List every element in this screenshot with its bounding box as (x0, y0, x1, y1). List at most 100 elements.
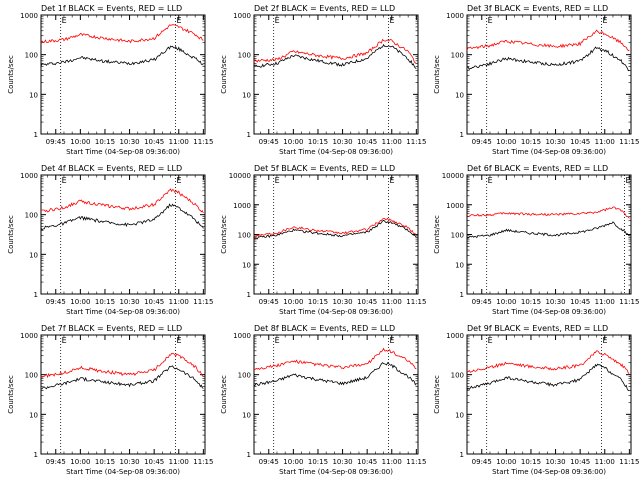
x-tick-label: 10:00 (70, 298, 90, 306)
x-tick-label: 10:15 (308, 298, 328, 306)
x-tick-label: 10:00 (283, 458, 303, 466)
x-tick-label: 09:45 (259, 138, 279, 146)
x-tick-label: 11:15 (619, 458, 639, 466)
event-marker-label: E (389, 336, 394, 345)
y-tick-label: 100 (238, 232, 251, 240)
x-tick-label: 10:30 (332, 298, 352, 306)
y-tick-label: 100 (451, 52, 464, 60)
x-tick-label: 10:00 (496, 298, 516, 306)
plot-frame (466, 334, 632, 455)
y-tick-label: 10 (29, 251, 38, 259)
x-axis-label: Start Time (04-Sep-08 09:36:00) (279, 148, 393, 156)
y-tick-label: 10 (29, 411, 38, 419)
x-tick-label: 10:45 (570, 298, 590, 306)
y-tick-label: 1 (460, 291, 464, 299)
x-tick-label: 10:30 (119, 458, 139, 466)
series-line-lld (40, 24, 204, 44)
event-marker-label: E (275, 176, 280, 185)
series-line-events (253, 219, 417, 240)
x-tick-label: 11:15 (619, 138, 639, 146)
x-tick-label: 11:00 (595, 458, 615, 466)
series-line-lld (466, 29, 630, 52)
x-tick-label: 10:30 (119, 138, 139, 146)
x-tick-label: 10:45 (357, 458, 377, 466)
y-tick-label: 1 (34, 131, 38, 139)
y-axis-label: Counts/sec (7, 375, 15, 414)
y-tick-label: 10000 (229, 172, 251, 180)
y-tick-label: 1000 (446, 12, 464, 20)
series-line-events (466, 221, 630, 239)
y-tick-label: 1000 (446, 332, 464, 340)
x-tick-label: 10:15 (95, 298, 115, 306)
event-marker-label: E (275, 16, 280, 25)
detector-panel-5: Det 5f BLACK = Events, RED = LLD 1 10 100 10… (220, 164, 426, 316)
y-tick-label: 1 (247, 451, 251, 459)
y-tick-label: 1000 (233, 332, 251, 340)
x-tick-label: 10:15 (95, 138, 115, 146)
y-tick-label: 1 (460, 451, 464, 459)
event-marker-label: E (176, 16, 181, 25)
y-tick-label: 10 (455, 91, 464, 99)
event-marker-label: E (62, 176, 67, 185)
detector-panel-4: Det 4f BLACK = Events, RED = LLD 1 10 100 10… (7, 164, 213, 316)
x-tick-label: 10:45 (570, 458, 590, 466)
x-tick-label: 10:45 (144, 298, 164, 306)
y-tick-label: 1000 (233, 202, 251, 210)
x-tick-label: 10:45 (357, 138, 377, 146)
panel-title: Det 6f BLACK = Events, RED = LLD (467, 164, 608, 173)
event-marker-label: E (625, 176, 630, 185)
detector-panel-6: Det 6f BLACK = Events, RED = LLD 1 10 100 10… (433, 164, 639, 316)
series-line-events (40, 203, 204, 231)
x-tick-label: 11:15 (193, 138, 213, 146)
x-tick-label: 10:30 (545, 458, 565, 466)
series-line-events (466, 46, 630, 72)
x-tick-label: 11:00 (169, 138, 189, 146)
y-axis-label: Counts/sec (433, 55, 441, 94)
x-tick-label: 10:15 (521, 138, 541, 146)
x-tick-label: 09:45 (259, 298, 279, 306)
y-tick-label: 10 (242, 261, 251, 269)
y-axis-label: Counts/sec (433, 215, 441, 254)
x-tick-label: 10:45 (144, 458, 164, 466)
event-marker-label: E (488, 16, 493, 25)
event-marker-label: E (176, 336, 181, 345)
series-line-events (254, 43, 417, 69)
x-tick-label: 10:00 (283, 298, 303, 306)
y-tick-label: 100 (25, 372, 38, 380)
panel-title: Det 8f BLACK = Events, RED = LLD (254, 324, 395, 333)
detector-panel-7: Det 7f BLACK = Events, RED = LLD 1 10 100 10… (7, 324, 213, 476)
plot-frame (253, 14, 419, 135)
x-tick-label: 11:15 (406, 138, 426, 146)
y-tick-label: 10 (455, 411, 464, 419)
y-tick-label: 1000 (446, 202, 464, 210)
x-tick-label: 10:15 (95, 458, 115, 466)
x-tick-label: 10:15 (308, 138, 328, 146)
x-axis-label: Start Time (04-Sep-08 09:36:00) (66, 468, 180, 476)
x-tick-label: 11:00 (595, 138, 615, 146)
detector-panel-3: Det 3f BLACK = Events, RED = LLD 1 10 100 10… (433, 4, 639, 156)
x-tick-label: 09:45 (46, 138, 66, 146)
y-axis-label: Counts/sec (7, 215, 15, 254)
x-tick-label: 09:45 (472, 298, 492, 306)
x-tick-label: 11:15 (406, 458, 426, 466)
y-axis-label: Counts/sec (7, 55, 15, 94)
detector-panel-2: Det 2f BLACK = Events, RED = LLD 1 10 100 10… (220, 4, 426, 156)
y-tick-label: 1000 (233, 12, 251, 20)
panel-title: Det 3f BLACK = Events, RED = LLD (467, 4, 608, 13)
x-tick-label: 10:30 (545, 138, 565, 146)
event-marker-label: E (176, 176, 181, 185)
detector-panel-9: Det 9f BLACK = Events, RED = LLD 1 10 100 10… (433, 324, 639, 476)
y-tick-label: 1 (34, 451, 38, 459)
x-tick-label: 11:15 (193, 298, 213, 306)
x-axis-label: Start Time (04-Sep-08 09:36:00) (492, 148, 606, 156)
event-marker-label: E (488, 176, 493, 185)
y-tick-label: 100 (25, 52, 38, 60)
x-tick-label: 10:15 (521, 458, 541, 466)
plot-frame (40, 14, 206, 135)
x-tick-label: 11:00 (595, 298, 615, 306)
x-tick-label: 10:30 (332, 138, 352, 146)
x-axis-label: Start Time (04-Sep-08 09:36:00) (492, 468, 606, 476)
y-axis-label: Counts/sec (220, 215, 228, 254)
x-tick-label: 09:45 (259, 458, 279, 466)
